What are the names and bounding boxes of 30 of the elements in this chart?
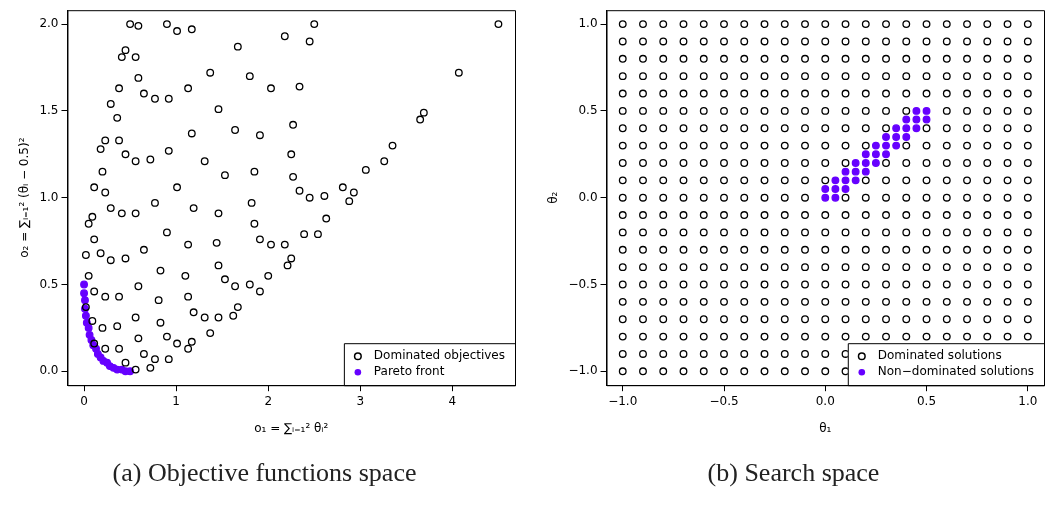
x-tick-label: 0.5 <box>916 393 937 408</box>
y-tick-label: 0.0 <box>39 363 59 378</box>
x-axis-title: o₁ = ∑ᵢ₌₁² θᵢ² <box>254 420 329 435</box>
y-tick-label: 0.5 <box>39 276 59 291</box>
x-tick-label: 2 <box>264 393 273 408</box>
legend-label: Dominated objectives <box>373 348 506 363</box>
y-tick-label: 2.0 <box>39 16 59 31</box>
y-tick-label: 0.0 <box>578 189 598 204</box>
x-tick-label: 3 <box>356 393 365 408</box>
y-axis-title: o₂ = ∑ᵢ₌₁² (θᵢ − 0.5)² <box>17 137 32 258</box>
x-tick-label: 1.0 <box>1018 393 1038 408</box>
legend-label: Dominated solutions <box>877 348 1002 363</box>
x-tick-label: −0.5 <box>709 393 739 408</box>
legend-label: Non−dominated solutions <box>877 364 1035 379</box>
legend-label: Pareto front <box>373 364 445 379</box>
y-tick-label: 1.0 <box>578 16 598 31</box>
x-tick-label: 0 <box>80 393 88 408</box>
y-tick-label: 1.5 <box>39 103 59 118</box>
x-tick-label: 1 <box>172 393 180 408</box>
x-tick-label: 0.0 <box>815 393 835 408</box>
y-tick-label: 0.5 <box>578 103 598 118</box>
text: (a) Objective functions space <box>111 458 418 488</box>
text: (b) Search space <box>706 458 881 488</box>
x-axis-title: θ₁ <box>819 420 832 435</box>
y-tick-label: −0.5 <box>568 276 598 291</box>
y-tick-label: −1.0 <box>568 363 598 378</box>
x-tick-label: −1.0 <box>608 393 638 408</box>
y-axis-title: θ₂ <box>546 191 561 204</box>
y-tick-label: 1.0 <box>39 189 59 204</box>
x-tick-label: 4 <box>448 393 457 408</box>
